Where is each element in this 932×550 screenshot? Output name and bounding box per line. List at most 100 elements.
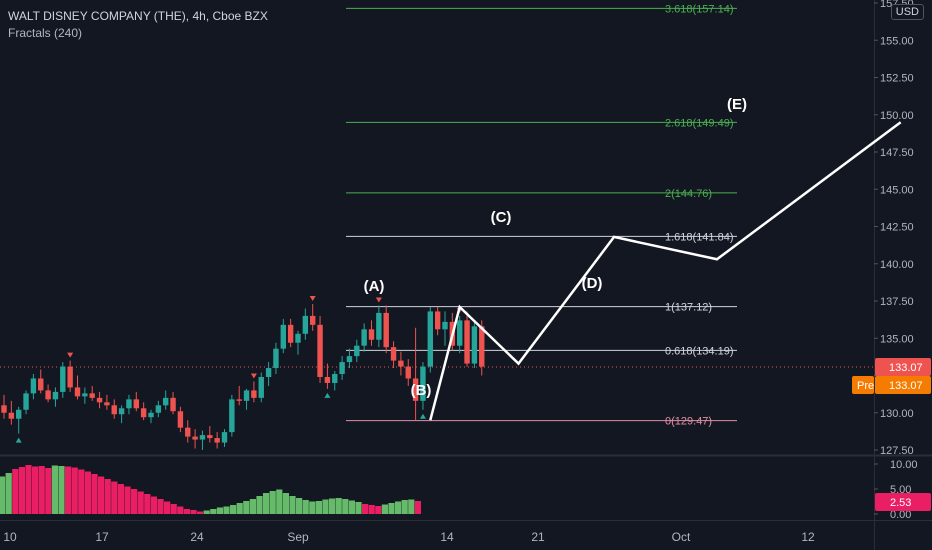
candle-body	[148, 412, 154, 418]
volume-bar	[124, 486, 131, 514]
candle-body	[140, 408, 147, 418]
candle-body	[324, 376, 331, 383]
volume-bar	[230, 505, 237, 514]
volume-bar	[243, 501, 250, 514]
volume-bar	[91, 474, 98, 514]
candle-body	[52, 391, 59, 400]
pre-price-badge	[875, 376, 931, 394]
candle-body	[221, 432, 228, 443]
candle-body	[177, 411, 184, 428]
volume-bar	[104, 479, 111, 514]
time-tick-label: Oct	[672, 530, 691, 544]
candle-body	[229, 399, 235, 433]
volume-bar	[362, 504, 369, 514]
price-tick-label: 142.50	[880, 222, 914, 234]
candle-body	[317, 324, 323, 377]
fractal-down-marker	[324, 392, 331, 398]
candle-body	[60, 366, 66, 392]
candle-body	[207, 435, 213, 439]
candle-body	[479, 326, 485, 367]
volume-bar	[381, 504, 388, 514]
candle-body	[376, 312, 382, 340]
candle-body	[1, 405, 7, 413]
volume-bar	[329, 498, 336, 514]
candle-body	[251, 390, 257, 398]
candle-body	[383, 312, 389, 348]
volume-bar	[223, 506, 230, 514]
chart-header: WALT DISNEY COMPANY (THE), 4h, Cboe BZX …	[8, 8, 268, 42]
fractal-up-marker	[309, 295, 316, 301]
candle-body	[163, 397, 169, 406]
volume-bar	[408, 499, 415, 514]
volume-bar	[5, 473, 12, 514]
volume-bar	[210, 509, 217, 514]
volume-bar	[157, 499, 164, 514]
candle-body	[398, 360, 404, 367]
candle-body	[111, 405, 117, 415]
price-tick-label: 152.50	[880, 73, 914, 85]
volume-bar	[150, 496, 157, 514]
candle-body	[23, 393, 29, 410]
volume-bar	[12, 469, 19, 514]
price-tick-label: 145.00	[880, 184, 914, 196]
candle-body	[258, 376, 264, 398]
fib-level-label: 1.618(141.84)	[665, 231, 734, 243]
volume-bar	[98, 476, 105, 514]
fib-level-label: 0.618(134.19)	[665, 345, 734, 357]
volume-value-badge	[875, 493, 931, 511]
volume-bar	[32, 466, 39, 514]
volume-bar	[144, 494, 151, 514]
candle-body	[74, 387, 81, 397]
volume-bar	[71, 467, 78, 514]
candle-body	[354, 345, 360, 357]
volume-bar	[388, 503, 395, 514]
candle-body	[45, 390, 51, 400]
indicator-legend[interactable]: Fractals (240)	[8, 26, 83, 40]
time-tick-label: 10	[3, 530, 17, 544]
candle-body	[405, 366, 411, 379]
time-tick-label: 17	[95, 530, 109, 544]
volume-bar	[170, 504, 177, 514]
time-tick-label: Sep	[287, 530, 309, 544]
candle-body	[155, 405, 162, 413]
fractal-up-marker	[67, 352, 74, 358]
price-tick-label: 147.50	[880, 147, 914, 159]
time-tick-label: 24	[190, 530, 204, 544]
time-tick-label: 21	[531, 530, 545, 544]
volume-bar	[256, 496, 263, 514]
candle-body	[427, 311, 433, 367]
wave-label: (C)	[491, 209, 512, 226]
candle-body	[236, 399, 242, 401]
pre-price-label: 133.07	[889, 380, 923, 392]
last-price-badge	[875, 358, 931, 377]
volume-bar	[190, 510, 197, 514]
candle-body	[133, 399, 139, 409]
volume-bar	[335, 498, 342, 514]
candle-body	[192, 436, 198, 440]
elliott-wave-path	[429, 121, 902, 421]
candle-body	[302, 315, 309, 334]
candle-body	[287, 324, 294, 343]
candle-body	[96, 397, 103, 403]
volume-bar	[289, 496, 296, 514]
volume-bar	[51, 465, 58, 514]
volume-bar	[348, 500, 355, 514]
candle-body	[434, 311, 441, 330]
symbol-title[interactable]: WALT DISNEY COMPANY (THE), 4h, Cboe BZX	[8, 9, 268, 23]
candle-body	[38, 378, 44, 391]
candle-body	[170, 397, 176, 412]
candle-body	[89, 393, 95, 398]
candle-body	[104, 402, 110, 406]
price-tick-label: 127.50	[880, 445, 914, 457]
currency-badge[interactable]: USD	[890, 4, 924, 20]
volume-bar	[25, 465, 32, 514]
volume-bar	[302, 500, 309, 514]
candle-body	[368, 329, 375, 340]
candle-body	[346, 356, 353, 363]
volume-bar	[342, 499, 349, 514]
candle-body	[457, 320, 463, 346]
wave-label: (E)	[727, 96, 747, 113]
volume-bar	[117, 484, 124, 514]
